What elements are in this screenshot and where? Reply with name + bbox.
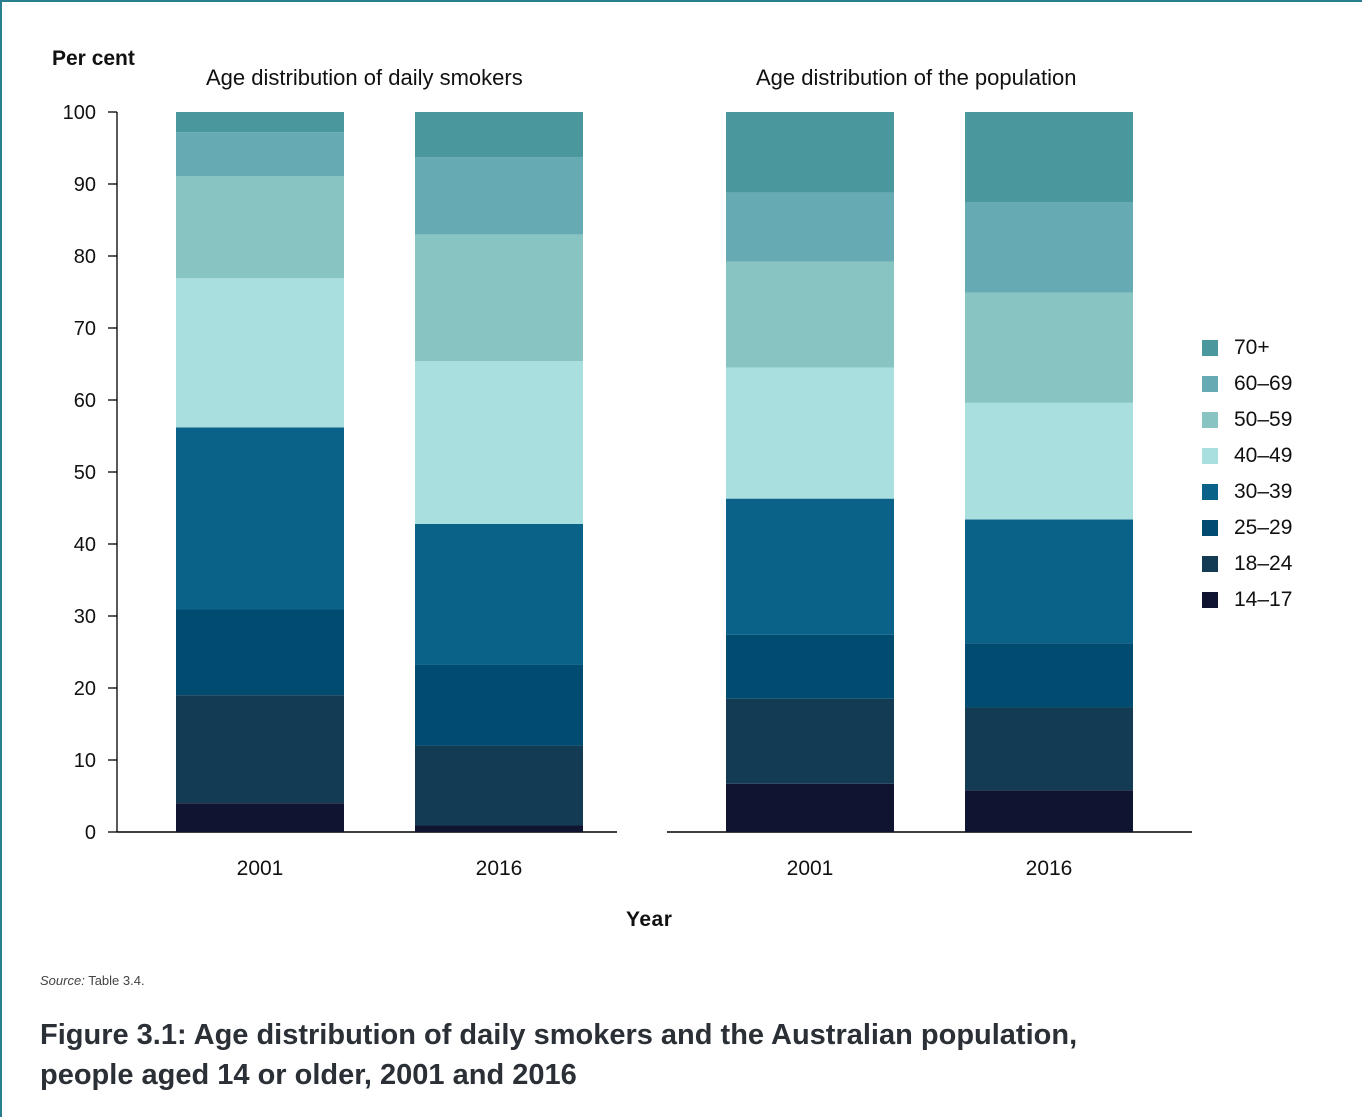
y-tick-label: 80 (74, 246, 96, 268)
source-prefix: Source: (40, 973, 85, 988)
stacked-bar-chart: 0 10 20 30 40 50 60 70 80 90 100 2001 2016 2001 2016 (63, 102, 1192, 880)
legend-label: 60–69 (1234, 372, 1293, 395)
bar-segment (415, 523, 583, 665)
panel-title-population: Age distribution of the population (756, 65, 1077, 90)
bar-segment (415, 234, 583, 362)
y-tick-label: 30 (74, 606, 96, 628)
x-tick-label: 2016 (1026, 857, 1073, 880)
y-tick-label: 70 (74, 318, 96, 340)
legend-label: 30–39 (1234, 480, 1293, 503)
legend-item: 14–17 (1202, 582, 1292, 618)
legend-item: 25–29 (1202, 510, 1292, 546)
legend-swatch (1202, 592, 1218, 608)
y-tick-label: 0 (85, 822, 96, 844)
y-tick-label: 50 (74, 462, 96, 484)
legend-label: 50–59 (1234, 408, 1293, 431)
legend-item: 70+ (1202, 330, 1292, 366)
x-tick-label: 2001 (787, 857, 834, 880)
bar-segment (176, 112, 344, 133)
source-note: Source: Table 3.4. (40, 973, 145, 988)
bar-segment (415, 825, 583, 832)
bar-segment (415, 112, 583, 158)
y-tick-label: 10 (74, 750, 96, 772)
bar-segment (176, 427, 344, 610)
bar-segment (176, 803, 344, 832)
source-text: Table 3.4. (88, 973, 145, 988)
bar-segment (965, 790, 1133, 832)
legend-item: 50–59 (1202, 402, 1292, 438)
legend-swatch (1202, 412, 1218, 428)
bar-segment (965, 402, 1133, 520)
bar-segment (965, 112, 1133, 202)
bar-segment (176, 132, 344, 177)
bar-segment (726, 783, 894, 832)
bar-segment (965, 519, 1133, 644)
legend-label: 70+ (1234, 336, 1270, 359)
legend-item: 40–49 (1202, 438, 1292, 474)
legend-label: 25–29 (1234, 516, 1293, 539)
legend-label: 40–49 (1234, 444, 1293, 467)
y-tick-label: 90 (74, 174, 96, 196)
legend-swatch (1202, 520, 1218, 536)
x-tick-label: 2001 (237, 857, 284, 880)
legend-label: 18–24 (1234, 552, 1293, 575)
legend-item: 18–24 (1202, 546, 1292, 582)
figure-caption: Figure 3.1: Age distribution of daily sm… (40, 1019, 1078, 1091)
x-axis-title: Year (626, 908, 673, 931)
bar-segment (176, 278, 344, 428)
bar-segment (176, 176, 344, 279)
bar-segment (415, 157, 583, 235)
bar-segment (415, 745, 583, 826)
y-axis-title: Per cent (52, 47, 135, 70)
bar-segment (965, 643, 1133, 708)
bar-segment (726, 112, 894, 193)
bar-segment (965, 202, 1133, 293)
bar-segment (176, 695, 344, 804)
bar-segment (726, 498, 894, 635)
bar-segment (176, 609, 344, 696)
bar-segment (726, 261, 894, 368)
legend-swatch (1202, 484, 1218, 500)
bar-segment (726, 634, 894, 699)
bar-segment (415, 361, 583, 524)
x-tick-label: 2016 (476, 857, 523, 880)
bar-segment (726, 367, 894, 499)
legend: 70+ 60–69 50–59 40–49 30–39 25–29 18–24 … (1202, 330, 1292, 618)
bar-segment (965, 707, 1133, 791)
legend-swatch (1202, 340, 1218, 356)
panel-title-smokers: Age distribution of daily smokers (206, 65, 523, 90)
y-tick-label: 40 (74, 534, 96, 556)
bar-segment (415, 664, 583, 746)
bar-segment (726, 698, 894, 784)
legend-item: 60–69 (1202, 366, 1292, 402)
legend-swatch (1202, 376, 1218, 392)
bar-segment (726, 192, 894, 262)
y-tick-label: 20 (74, 678, 96, 700)
y-tick-label: 100 (63, 102, 96, 124)
legend-swatch (1202, 448, 1218, 464)
legend-label: 14–17 (1234, 588, 1293, 611)
y-tick-label: 60 (74, 390, 96, 412)
bar-segment (965, 292, 1133, 403)
legend-swatch (1202, 556, 1218, 572)
legend-item: 30–39 (1202, 474, 1292, 510)
